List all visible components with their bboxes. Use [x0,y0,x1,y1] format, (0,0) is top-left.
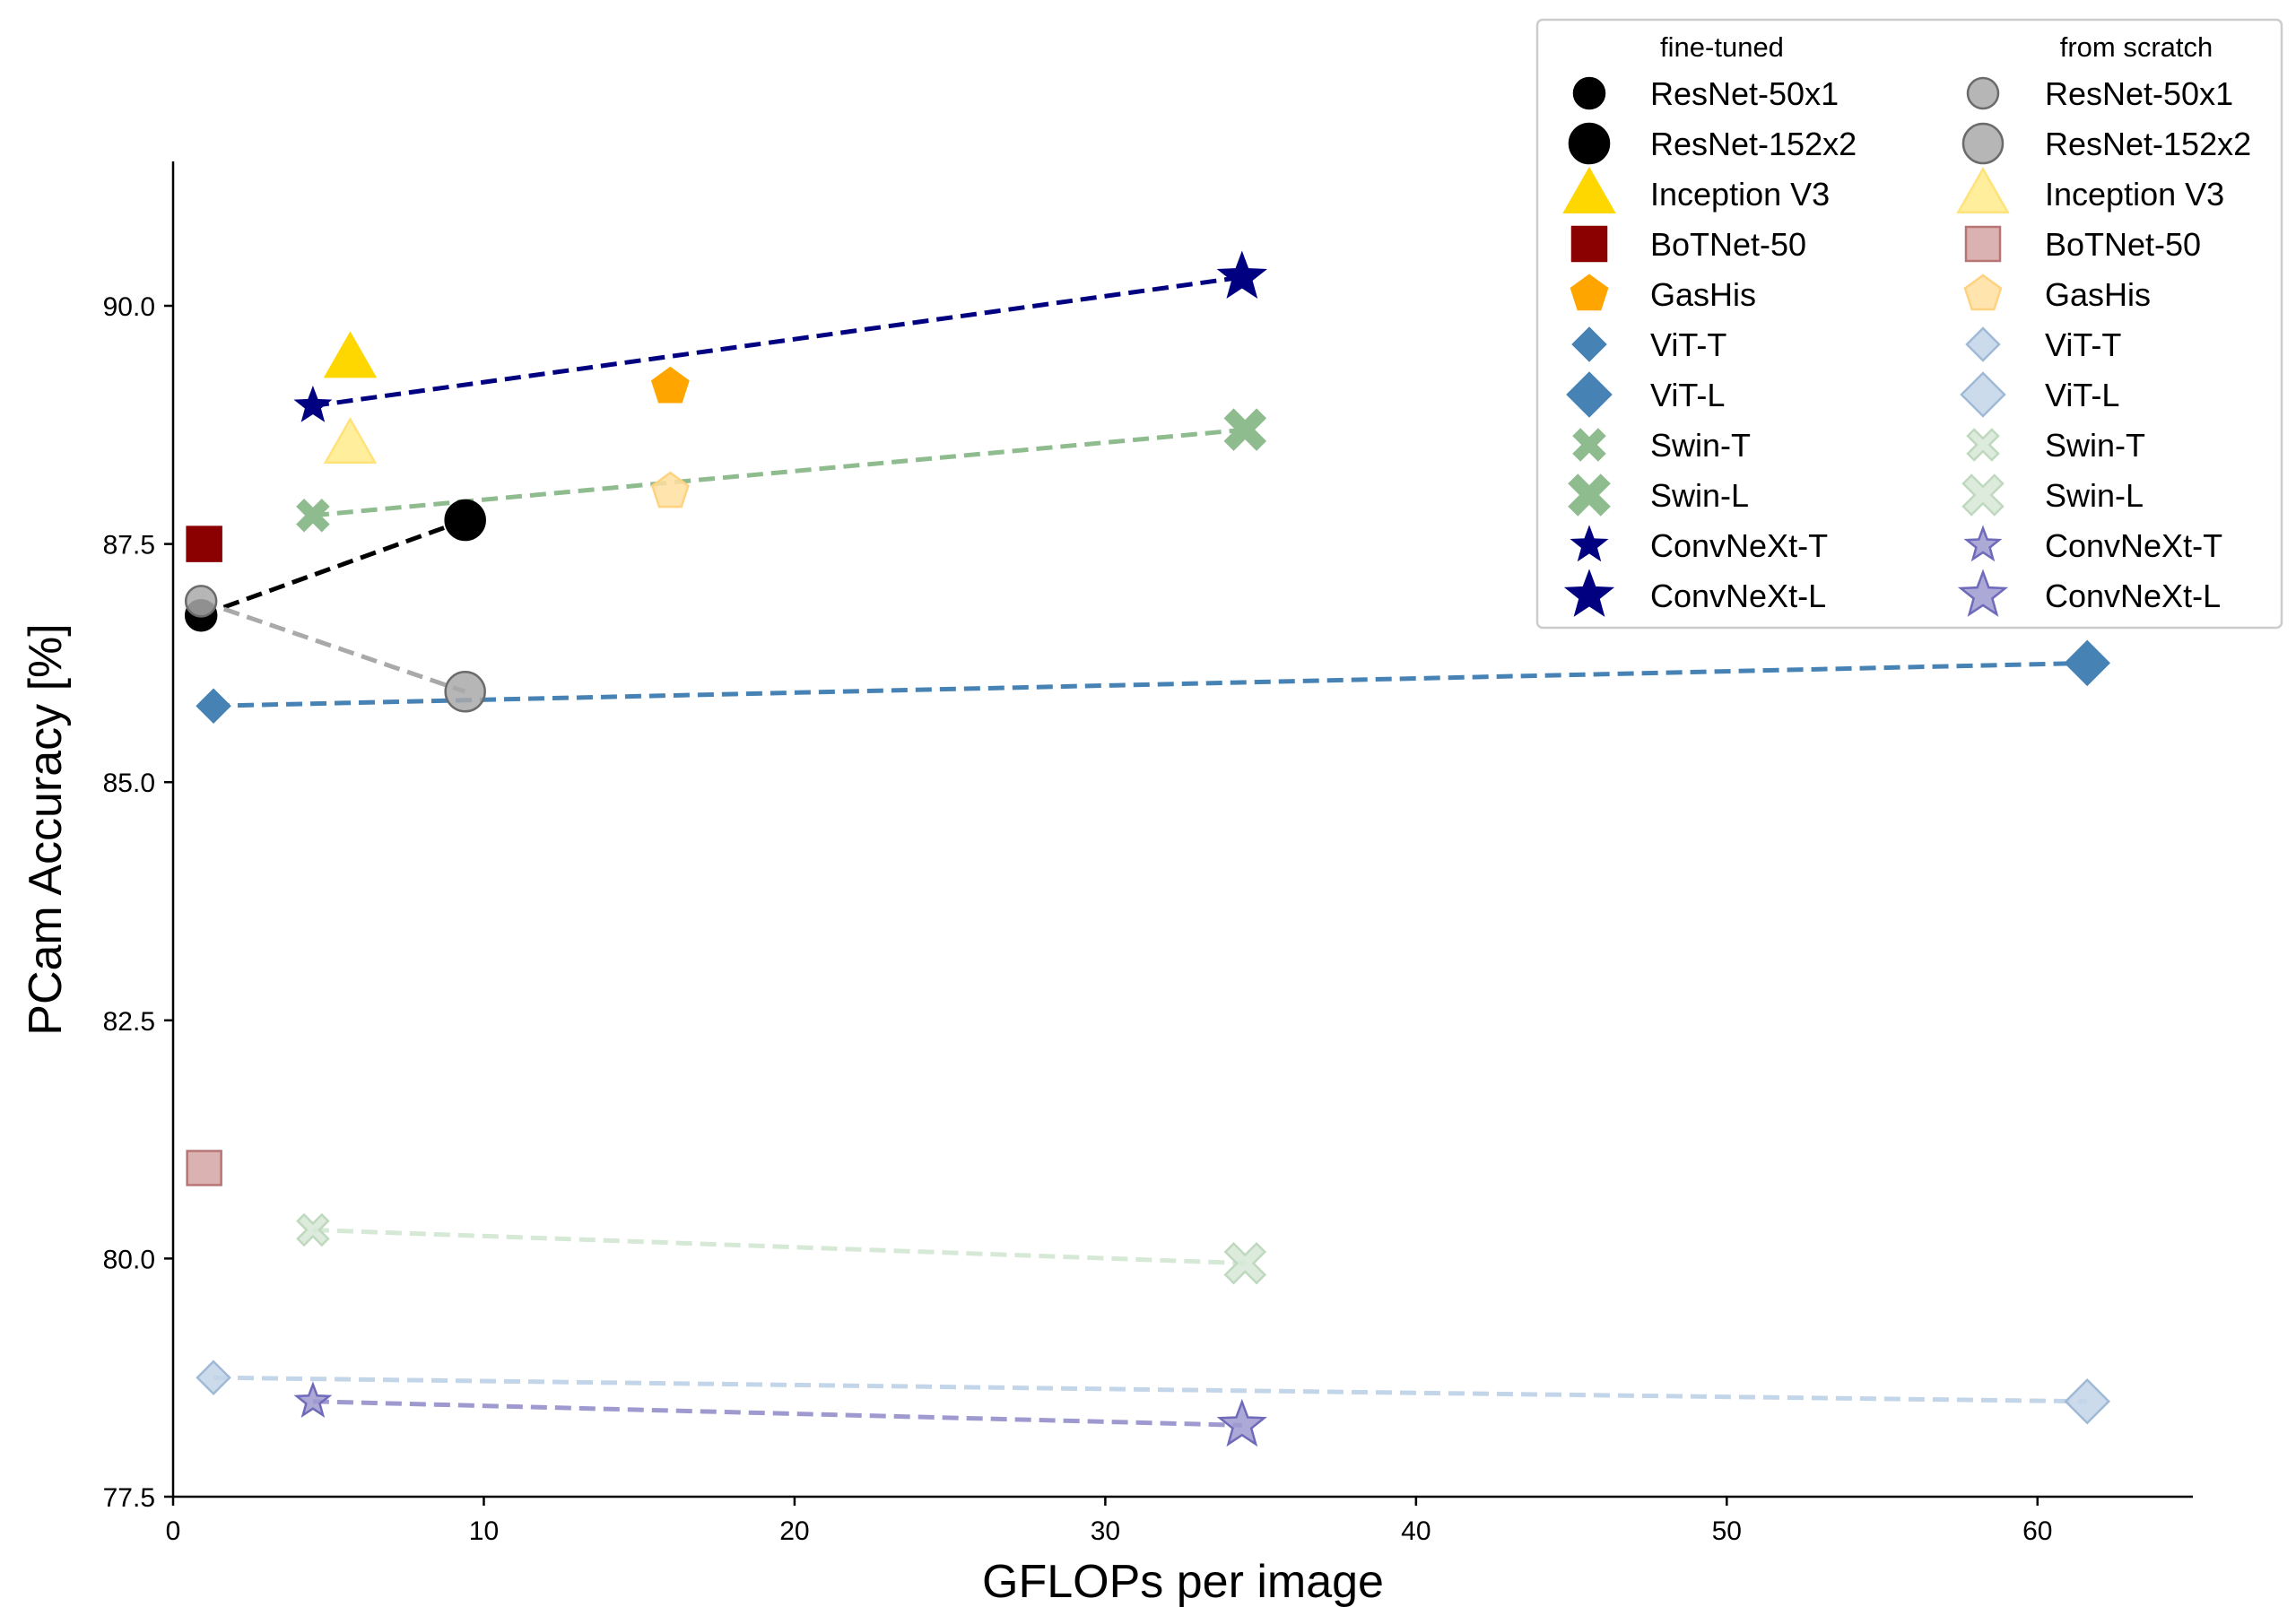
trend-line-resnet-50x1-from-scratch [200,598,466,694]
x-tick-label: 10 [469,1516,499,1546]
legend-label-gashis-fine-tuned: GasHis [1650,276,1756,313]
marker-swin-l-from-scratch [1223,1241,1267,1285]
data-markers [184,250,2110,1447]
x-tick-label: 40 [1401,1516,1431,1546]
legend-label-convnext-t-from-scratch: ConvNeXt-T [2045,527,2222,564]
legend-label-swin-t-from-scratch: Swin-T [2045,427,2145,464]
marker-gashis-from-scratch [650,471,690,508]
legend-marker-resnet-152x2-from-scratch [1961,122,2005,165]
marker-vit-t-from-scratch [196,1359,231,1395]
y-tick-label: 87.5 [103,531,155,560]
x-tick-label: 0 [166,1516,181,1546]
legend-label-gashis-from-scratch: GasHis [2045,276,2151,313]
marker-inception-v3-fine-tuned [323,331,378,378]
legend-label-convnext-t-fine-tuned: ConvNeXt-T [1650,527,1828,564]
trend-line-convnext-t-fine-tuned [312,274,1243,409]
marker-swin-t-fine-tuned [296,498,330,533]
trend-line-vit-t-fine-tuned [213,660,2088,708]
x-tick-label: 50 [1712,1516,1742,1546]
legend-marker-gashis-from-scratch [1963,274,2003,311]
legend-label-inception-v3-fine-tuned: Inception V3 [1650,176,1830,213]
legend-header-fine-tuned: fine-tuned [1660,31,1784,63]
legend-label-swin-t-fine-tuned: Swin-T [1650,427,1751,464]
legend-label-resnet-152x2-fine-tuned: ResNet-152x2 [1650,126,1857,162]
legend-marker-botnet-50-from-scratch [1964,225,2002,263]
legend-frame [1535,18,2283,630]
axes [171,161,2193,1498]
y-ticks: 77.5 80.0 82.5 85.0 87.5 90.0 [103,292,173,1513]
marker-swin-t-from-scratch [296,1212,330,1247]
legend-marker-inception-v3-from-scratch [1956,166,2010,213]
legend-label-swin-l-from-scratch: Swin-L [2045,477,2144,514]
legend-marker-vit-l-from-scratch [1960,371,2006,418]
marker-swin-l-fine-tuned [1223,408,1267,451]
y-tick-label: 90.0 [103,292,155,322]
legend-label-convnext-l-from-scratch: ConvNeXt-L [2045,578,2221,614]
x-tick-label: 30 [1091,1516,1120,1546]
marker-convnext-l-from-scratch [1216,1398,1267,1447]
legend-marker-resnet-152x2-fine-tuned [1568,122,1611,165]
marker-vit-l-from-scratch [2064,1377,2110,1425]
legend-label-vit-l-from-scratch: ViT-L [2045,377,2119,413]
legend-marker-gashis-fine-tuned [1570,274,1609,311]
marker-gashis-fine-tuned [650,366,690,404]
marker-inception-v3-from-scratch [323,416,378,464]
legend-label-botnet-50-from-scratch: BoTNet-50 [2045,226,2201,263]
legend-label-convnext-l-fine-tuned: ConvNeXt-L [1650,578,1826,614]
y-tick-label: 82.5 [103,1007,155,1037]
y-tick-label: 77.5 [103,1483,155,1513]
legend-marker-swin-l-fine-tuned [1568,473,1611,517]
trend-line-resnet-50x1-fine-tuned [200,517,466,618]
marker-vit-l-fine-tuned [2064,639,2110,687]
connecting-lines [200,274,2088,1428]
x-axis-label: GFLOPs per image [982,1556,1384,1607]
x-ticks: 0 10 20 30 40 50 60 [166,1497,2052,1546]
legend-marker-vit-t-fine-tuned [1571,326,1607,362]
legend-header-from-scratch: from scratch [2060,31,2213,63]
marker-resnet-50x1-from-scratch [184,585,218,618]
legend-label-vit-t-from-scratch: ViT-T [2045,326,2121,363]
legend-label-resnet-152x2-from-scratch: ResNet-152x2 [2045,126,2251,162]
legend-label-vit-t-fine-tuned: ViT-T [1650,326,1726,363]
legend-label-swin-l-fine-tuned: Swin-L [1650,477,1749,514]
marker-convnext-t-fine-tuned [293,385,333,422]
marker-convnext-t-from-scratch [293,1381,333,1419]
legend-label-inception-v3-from-scratch: Inception V3 [2045,176,2224,213]
legend-marker-inception-v3-fine-tuned [1562,166,1616,213]
trend-line-convnext-t-from-scratch [312,1399,1242,1428]
marker-resnet-152x2-fine-tuned [444,499,486,542]
legend-marker-convnext-l-from-scratch [1957,569,2009,617]
legend-marker-swin-l-from-scratch [1961,473,2005,517]
legend-label-resnet-50x1-from-scratch: ResNet-50x1 [2045,75,2233,112]
legend-marker-botnet-50-fine-tuned [1570,225,1608,263]
y-tick-label: 85.0 [103,769,155,798]
y-tick-label: 80.0 [103,1245,155,1274]
legend-marker-convnext-t-from-scratch [1963,525,2003,562]
legend-marker-convnext-l-fine-tuned [1563,569,1615,617]
legend: fine-tuned from scratch ResNet-50x1ResNe… [1535,18,2283,630]
marker-vit-t-fine-tuned [196,688,231,724]
legend-marker-vit-t-from-scratch [1965,326,2001,362]
trend-line-swin-t-fine-tuned [312,427,1246,518]
legend-marker-swin-t-fine-tuned [1572,428,1606,462]
trend-line-vit-t-from-scratch [213,1375,2088,1404]
trend-line-swin-t-from-scratch [312,1228,1246,1266]
marker-botnet-50-from-scratch [186,1150,222,1186]
marker-convnext-l-fine-tuned [1216,250,1267,300]
marker-resnet-152x2-from-scratch [444,671,486,713]
legend-marker-convnext-t-fine-tuned [1570,525,1609,562]
x-tick-label: 20 [779,1516,809,1546]
legend-marker-resnet-50x1-from-scratch [1966,76,2000,110]
legend-label-botnet-50-fine-tuned: BoTNet-50 [1650,226,1806,263]
legend-marker-vit-l-fine-tuned [1566,371,1613,418]
legend-marker-resnet-50x1-fine-tuned [1572,76,1606,110]
legend-entries: ResNet-50x1 ResNet-152x2 Inception V3 BoTNe… [1562,75,2251,617]
legend-marker-swin-t-from-scratch [1966,428,2000,462]
x-tick-label: 60 [2022,1516,2052,1546]
legend-label-resnet-50x1-fine-tuned: ResNet-50x1 [1650,75,1839,112]
y-axis-label: PCam Accuracy [%] [20,623,72,1035]
marker-botnet-50-fine-tuned [186,526,222,562]
legend-label-vit-l-fine-tuned: ViT-L [1650,377,1725,413]
